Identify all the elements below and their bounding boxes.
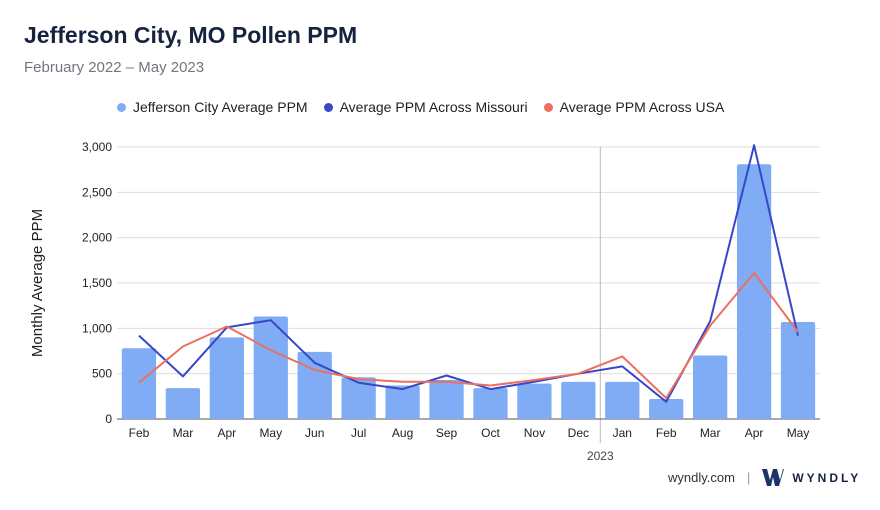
y-tick-label: 0	[105, 412, 112, 426]
x-tick-label: Feb	[656, 426, 677, 440]
bar	[780, 321, 816, 419]
legend-label-usa: Average PPM Across USA	[559, 99, 725, 115]
bar	[297, 351, 332, 419]
bar	[385, 385, 420, 419]
bar	[121, 348, 157, 419]
line-layer	[138, 144, 799, 403]
legend-marker-jefferson-city	[117, 102, 126, 112]
x-tick-label: Nov	[524, 426, 545, 440]
y-tick-label: 500	[92, 367, 112, 381]
x-tick-label: Sep	[436, 426, 458, 440]
bar	[605, 381, 640, 419]
legend-label-missouri: Average PPM Across Missouri	[339, 99, 528, 115]
y-tick-label: 3,000	[82, 140, 112, 154]
legend-marker-missouri	[323, 102, 333, 112]
footer-site[interactable]: wyndly.com	[668, 470, 735, 485]
chart-subtitle: February 2022 – May 2023	[24, 59, 205, 76]
y-tick-label: 1,000	[82, 321, 112, 335]
x-tick-label: Jun	[305, 426, 324, 440]
footer: wyndly.com | WYNDLY	[668, 469, 861, 486]
bar	[209, 337, 244, 419]
x-tick-label: Jan	[613, 426, 632, 440]
bar	[429, 380, 464, 419]
bar	[341, 377, 376, 419]
line-usa	[138, 272, 799, 400]
chart-title: Jefferson City, MO Pollen PPM	[24, 22, 358, 48]
year-label: 2023	[587, 449, 614, 463]
x-tick-label: Dec	[568, 426, 589, 440]
x-tick-label: Jul	[351, 426, 366, 440]
bar	[693, 355, 728, 419]
chart-legend: Jefferson City Average PPM Average PPM A…	[117, 99, 740, 115]
x-tick-label: May	[787, 426, 810, 440]
legend-item-jefferson-city: Jefferson City Average PPM	[117, 99, 308, 115]
legend-item-usa: Average PPM Across USA	[543, 99, 725, 115]
brand-name: WYNDLY	[792, 470, 862, 485]
bar	[736, 164, 772, 419]
y-axis-title: Monthly Average PPM	[29, 209, 46, 357]
bar	[561, 381, 596, 419]
x-tick-label: Apr	[218, 426, 237, 440]
legend-label-jefferson-city: Jefferson City Average PPM	[133, 99, 308, 115]
bar	[473, 388, 508, 419]
label-layer: 0 500 1,000 1,500 2,000 2,500 3,000 2023 Feb Mar A…	[29, 140, 809, 463]
x-tick-label: Mar	[173, 426, 194, 440]
x-tick-label: Mar	[700, 426, 721, 440]
y-tick-label: 1,500	[82, 276, 112, 290]
x-tick-label: Apr	[745, 426, 764, 440]
brand-logo[interactable]: WYNDLY	[762, 469, 861, 486]
x-tick-label: Oct	[481, 426, 500, 440]
x-tick-label: Feb	[129, 426, 150, 440]
bar-layer	[121, 164, 816, 419]
bar	[165, 388, 201, 419]
y-tick-label: 2,000	[82, 231, 112, 245]
y-tick-label: 2,500	[82, 185, 112, 199]
x-tick-label: May	[259, 426, 282, 440]
bar	[649, 399, 684, 419]
bar	[253, 316, 288, 419]
wyndly-logo-icon	[762, 469, 785, 486]
legend-marker-usa	[543, 102, 553, 112]
legend-item-missouri: Average PPM Across Missouri	[323, 99, 528, 115]
footer-separator: |	[746, 470, 751, 485]
x-tick-label: Aug	[392, 426, 413, 440]
bar	[517, 383, 552, 419]
